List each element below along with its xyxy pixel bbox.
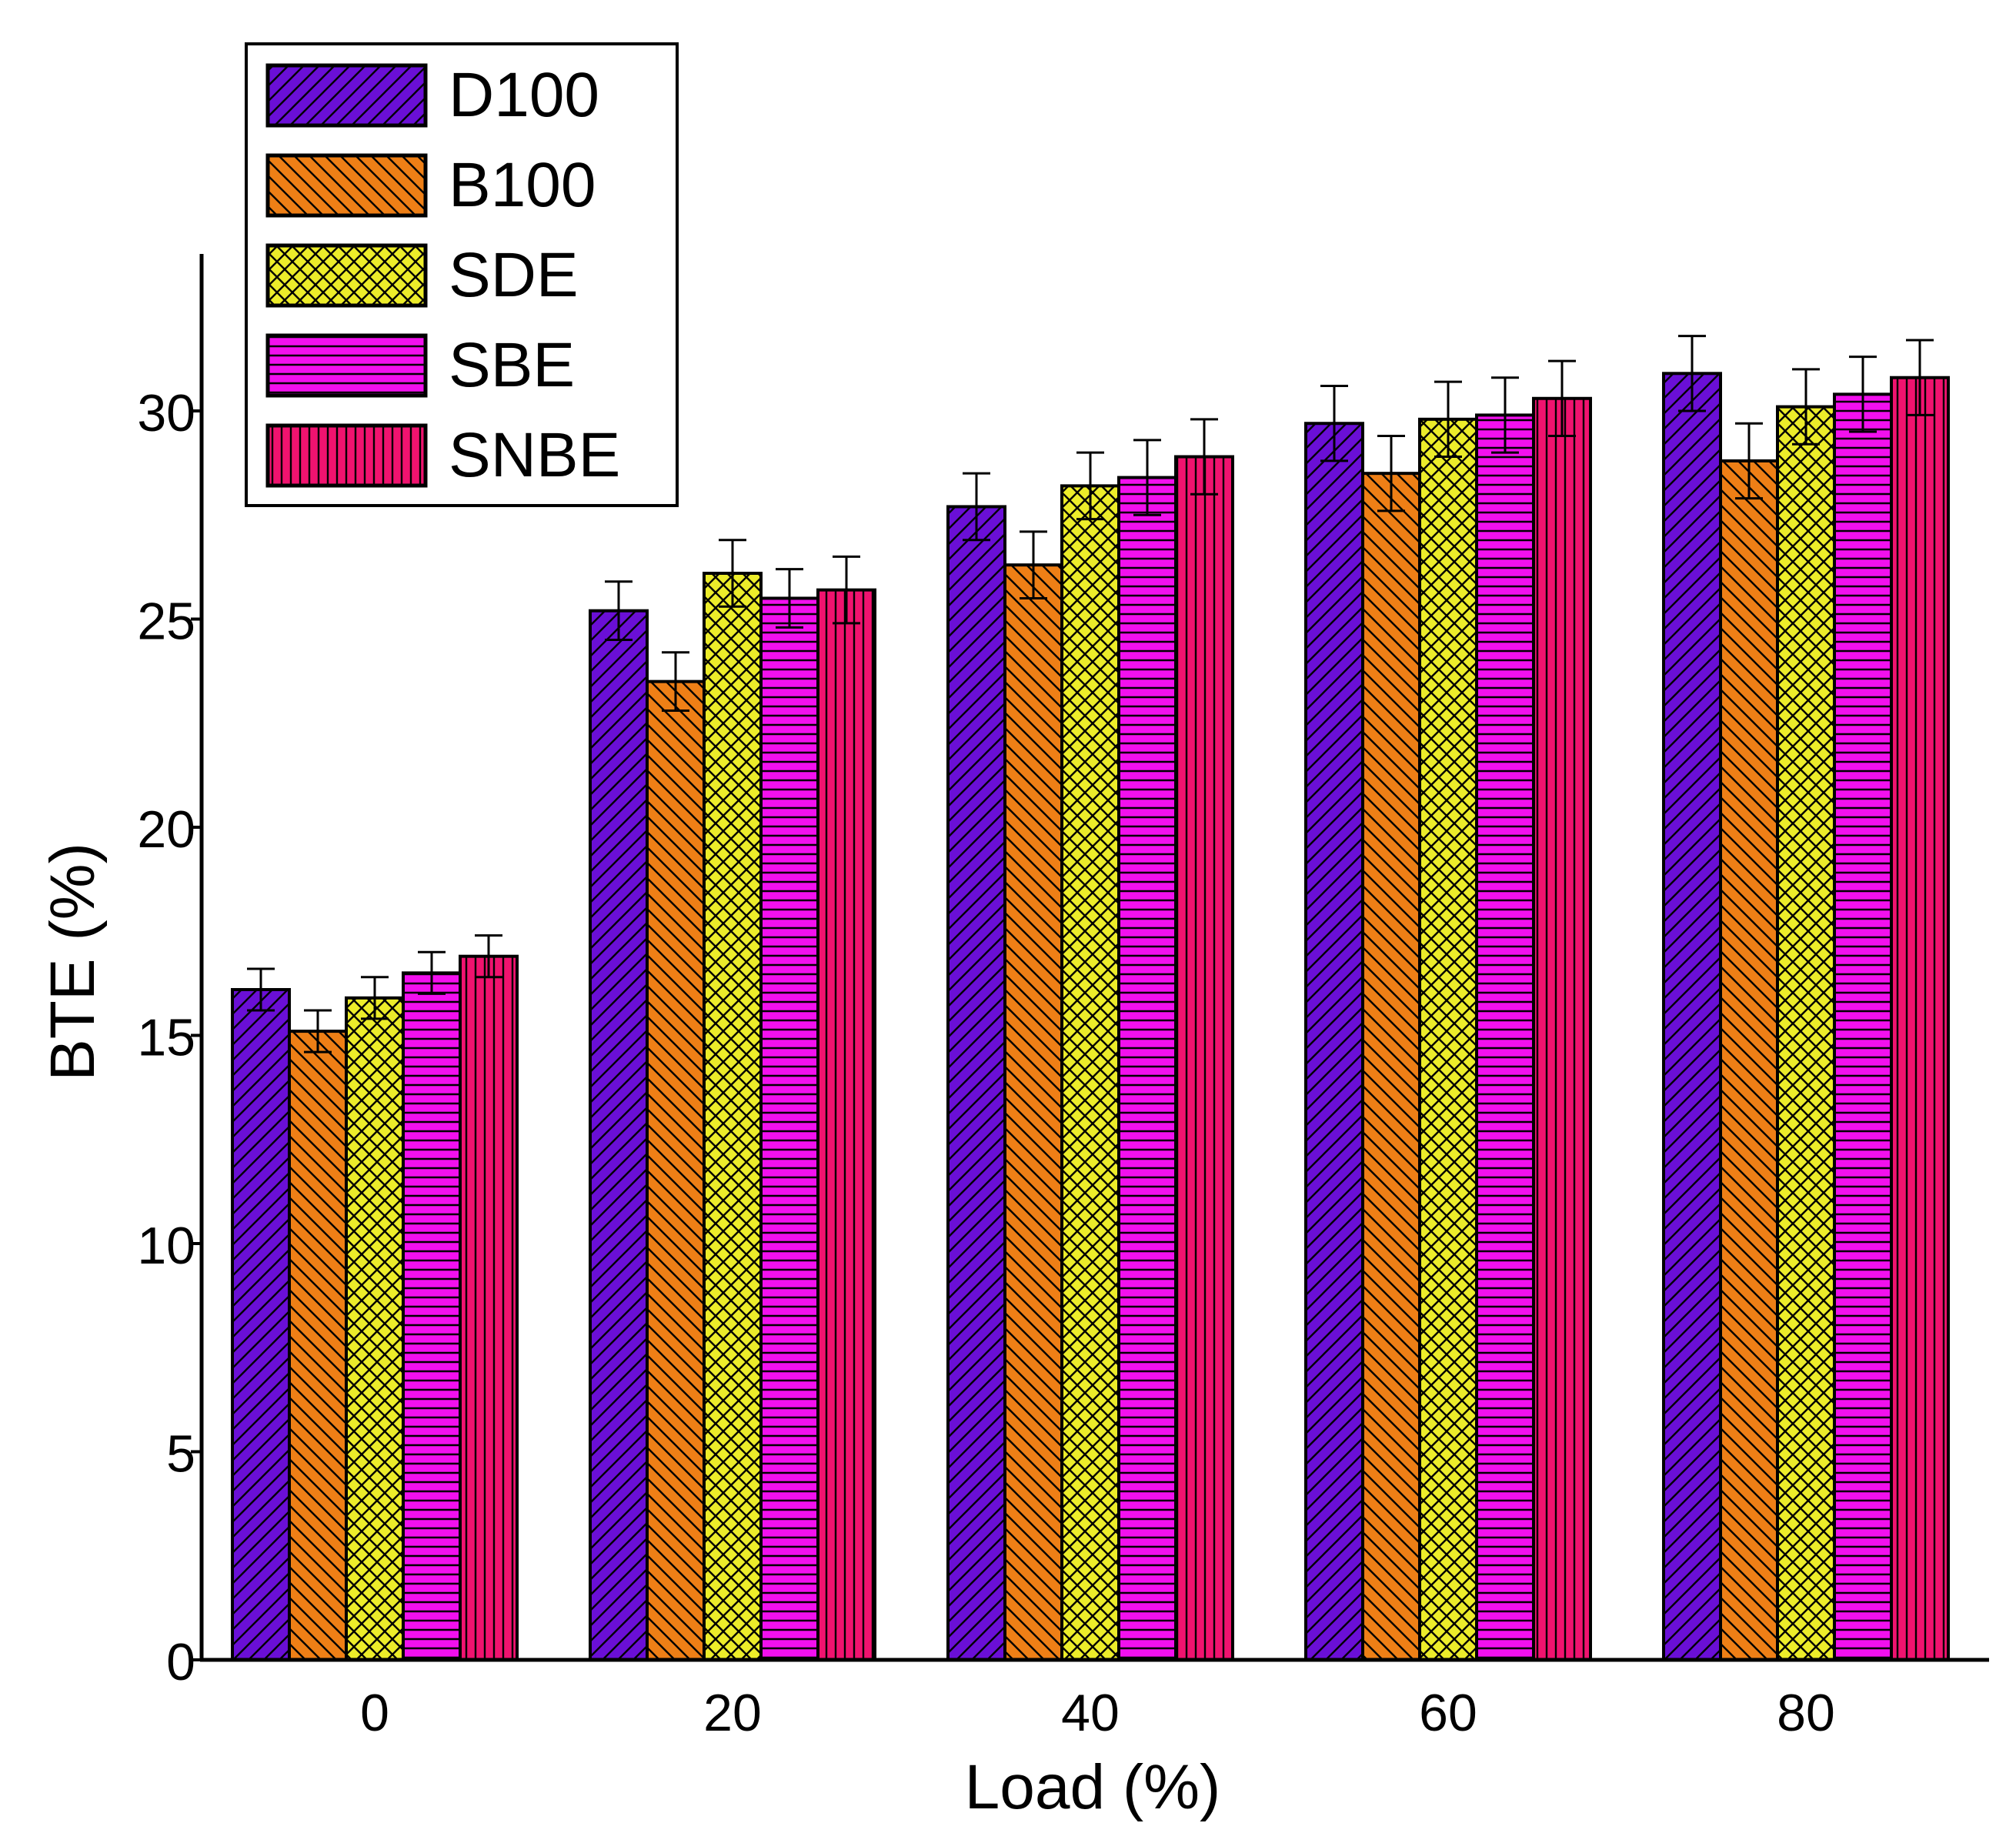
error-bar-sde-40 — [1076, 451, 1104, 521]
legend-label: SDE — [449, 240, 579, 310]
legend-swatch — [265, 63, 428, 128]
legend-label: D100 — [449, 60, 599, 130]
bar-sbe-20 — [759, 596, 819, 1662]
x-tick-label: 20 — [703, 1684, 762, 1742]
bar-snbe-60 — [1532, 396, 1592, 1661]
bar-snbe-0 — [459, 954, 519, 1661]
y-tick-label: 20 — [137, 800, 195, 859]
legend-swatch — [265, 333, 428, 398]
y-tick-label: 10 — [137, 1217, 195, 1275]
bar-d100-80 — [1662, 372, 1722, 1661]
error-bar-b100-40 — [1020, 530, 1047, 599]
bar-d100-40 — [946, 505, 1006, 1661]
error-bar-sbe-40 — [1133, 439, 1161, 516]
error-bar-b100-80 — [1735, 422, 1763, 500]
bar-b100-20 — [646, 679, 706, 1661]
error-bar-d100-80 — [1678, 335, 1706, 412]
error-bar-sbe-20 — [776, 568, 803, 629]
x-tick-label: 40 — [1061, 1684, 1120, 1742]
legend-item-b100: B100 — [265, 150, 596, 220]
error-bar-sbe-60 — [1491, 376, 1519, 454]
bar-b100-60 — [1361, 472, 1421, 1661]
y-ticks: 0 5 10 15 20 25 30 — [137, 384, 202, 1691]
y-tick-label: 15 — [137, 1009, 195, 1067]
y-tick-label: 30 — [137, 384, 195, 442]
error-bar-d100-20 — [605, 580, 633, 642]
bar-snbe-20 — [816, 588, 876, 1661]
bar-sde-80 — [1776, 405, 1836, 1662]
y-axis-label: BTE (%) — [38, 843, 108, 1081]
legend-item-sbe: SBE — [265, 330, 575, 400]
error-bar-b100-0 — [304, 1009, 332, 1053]
y-tick-label: 25 — [137, 593, 195, 651]
bar-snbe-80 — [1890, 376, 1950, 1662]
error-bar-d100-40 — [963, 472, 990, 542]
bar-snbe-40 — [1174, 455, 1234, 1661]
error-bar-b100-60 — [1377, 434, 1405, 513]
error-bar-sde-80 — [1792, 368, 1820, 446]
legend-swatch — [265, 423, 428, 488]
legend-label: B100 — [449, 150, 596, 220]
x-tick-label: 60 — [1419, 1684, 1477, 1742]
bars-layer — [231, 372, 1950, 1662]
error-bar-sde-60 — [1434, 380, 1462, 459]
error-bar-snbe-40 — [1190, 418, 1218, 496]
y-tick-label: 5 — [166, 1425, 195, 1484]
error-bar-snbe-80 — [1906, 339, 1934, 416]
bar-b100-40 — [1003, 563, 1063, 1661]
legend-swatch — [265, 243, 428, 308]
legend-item-snbe: SNBE — [265, 420, 620, 490]
error-bar-d100-0 — [247, 967, 275, 1012]
bar-sbe-60 — [1475, 413, 1535, 1661]
error-bars-layer — [247, 335, 1934, 1053]
error-bar-snbe-0 — [475, 934, 502, 979]
bar-sbe-80 — [1833, 392, 1893, 1661]
x-tick-label: 80 — [1777, 1684, 1835, 1742]
bar-sde-60 — [1418, 417, 1478, 1662]
x-ticks: 020406080100 — [360, 1684, 1835, 1742]
axes-layer — [199, 254, 1989, 1662]
y-tick-label: 0 — [166, 1633, 195, 1691]
legend: D100 B100 SDE SBE SNBE — [245, 42, 679, 507]
bar-d100-60 — [1304, 422, 1364, 1661]
bar-sde-0 — [345, 996, 405, 1662]
legend-item-d100: D100 — [265, 60, 599, 130]
bar-b100-80 — [1719, 459, 1779, 1661]
bar-b100-0 — [288, 1030, 348, 1661]
bar-d100-0 — [231, 987, 291, 1661]
error-bar-b100-20 — [662, 651, 689, 713]
bar-sbe-40 — [1117, 476, 1177, 1661]
legend-label: SNBE — [449, 420, 620, 490]
bar-sde-20 — [703, 571, 763, 1661]
error-bar-sde-20 — [719, 539, 746, 608]
error-bar-d100-60 — [1320, 385, 1348, 462]
error-bar-snbe-60 — [1548, 359, 1576, 437]
bar-sbe-0 — [402, 971, 462, 1661]
error-bar-snbe-20 — [833, 555, 860, 625]
bar-sde-40 — [1060, 484, 1120, 1661]
legend-swatch — [265, 153, 428, 218]
bar-d100-20 — [589, 609, 649, 1661]
legend-item-sde: SDE — [265, 240, 579, 310]
x-tick-label: 0 — [360, 1684, 389, 1742]
legend-label: SBE — [449, 330, 575, 400]
error-bar-sbe-0 — [418, 950, 446, 995]
error-bar-sbe-80 — [1849, 356, 1877, 433]
error-bar-sde-0 — [361, 976, 389, 1020]
x-axis-label: Load (%) — [965, 1752, 1221, 1822]
